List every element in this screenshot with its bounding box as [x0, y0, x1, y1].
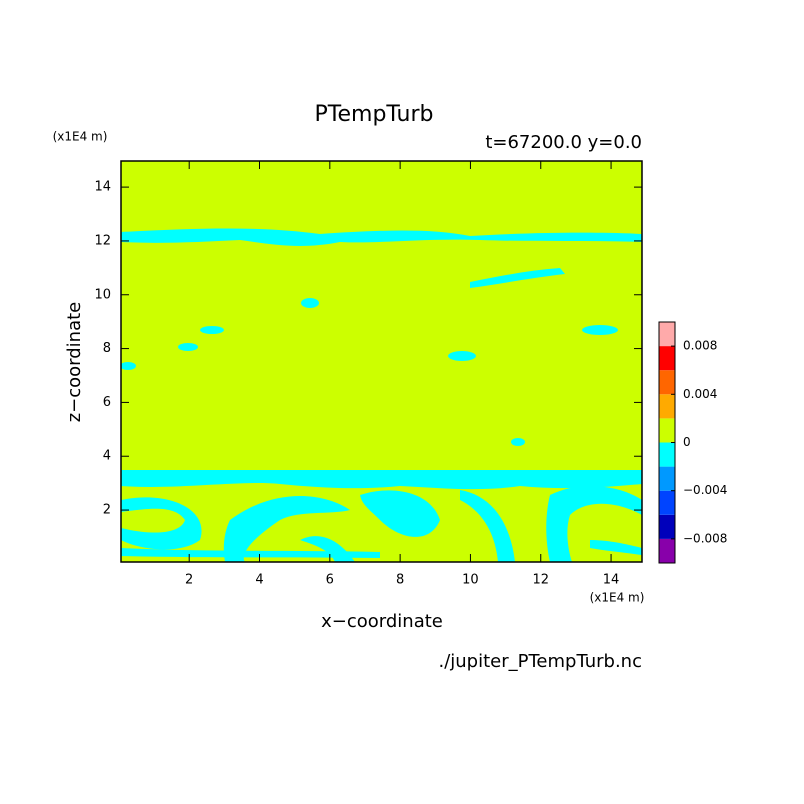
y-tick-label: 14 [94, 180, 111, 195]
colorbar-tick-label: 0.004 [683, 387, 717, 401]
source-label: ./jupiter_PTempTurb.nc [438, 651, 642, 672]
y-unit: (x1E4 m) [53, 130, 108, 144]
x-tick-label: 8 [396, 573, 404, 588]
contour-regions [121, 228, 642, 562]
y-tick-label: 6 [103, 395, 111, 410]
colorbar-segment [659, 394, 675, 419]
x-tick-label: 6 [326, 573, 334, 588]
colorbar-tick-label: 0 [683, 435, 691, 449]
x-unit: (x1E4 m) [590, 591, 645, 605]
y-tick-label: 4 [103, 449, 111, 464]
colorbar-segment [659, 538, 675, 563]
y-tick-label: 8 [103, 341, 111, 356]
x-tick-label: 2 [185, 573, 193, 588]
x-tick-label: 12 [532, 573, 549, 588]
colorbar-segment [659, 514, 675, 539]
x-tick-label: 4 [255, 573, 263, 588]
colorbar-segment [659, 370, 675, 395]
colorbar-segment [659, 442, 675, 467]
plot-frame [120, 160, 643, 563]
colorbar-tick-label: 0.008 [683, 339, 717, 353]
colorbar-segment [659, 322, 675, 347]
x-axis-label: x−coordinate [321, 611, 443, 632]
colorbar-segment [659, 466, 675, 491]
colorbar-tick-label: −0.008 [683, 531, 727, 545]
colorbar-tick-label: −0.004 [683, 483, 727, 497]
x-tick-label: 14 [603, 573, 620, 588]
x-tick-label: 10 [462, 573, 479, 588]
y-tick-label: 12 [94, 233, 111, 248]
y-tick-label: 2 [103, 503, 111, 518]
colorbar-segment [659, 346, 675, 371]
y-tick-label: 10 [94, 287, 111, 302]
y-axis-label: z−coordinate [64, 302, 85, 423]
chart-title: PTempTurb [315, 102, 434, 127]
chart-subtitle: t=67200.0 y=0.0 [485, 132, 642, 153]
colorbar-segment [659, 418, 675, 443]
colorbar-segment [659, 490, 675, 515]
